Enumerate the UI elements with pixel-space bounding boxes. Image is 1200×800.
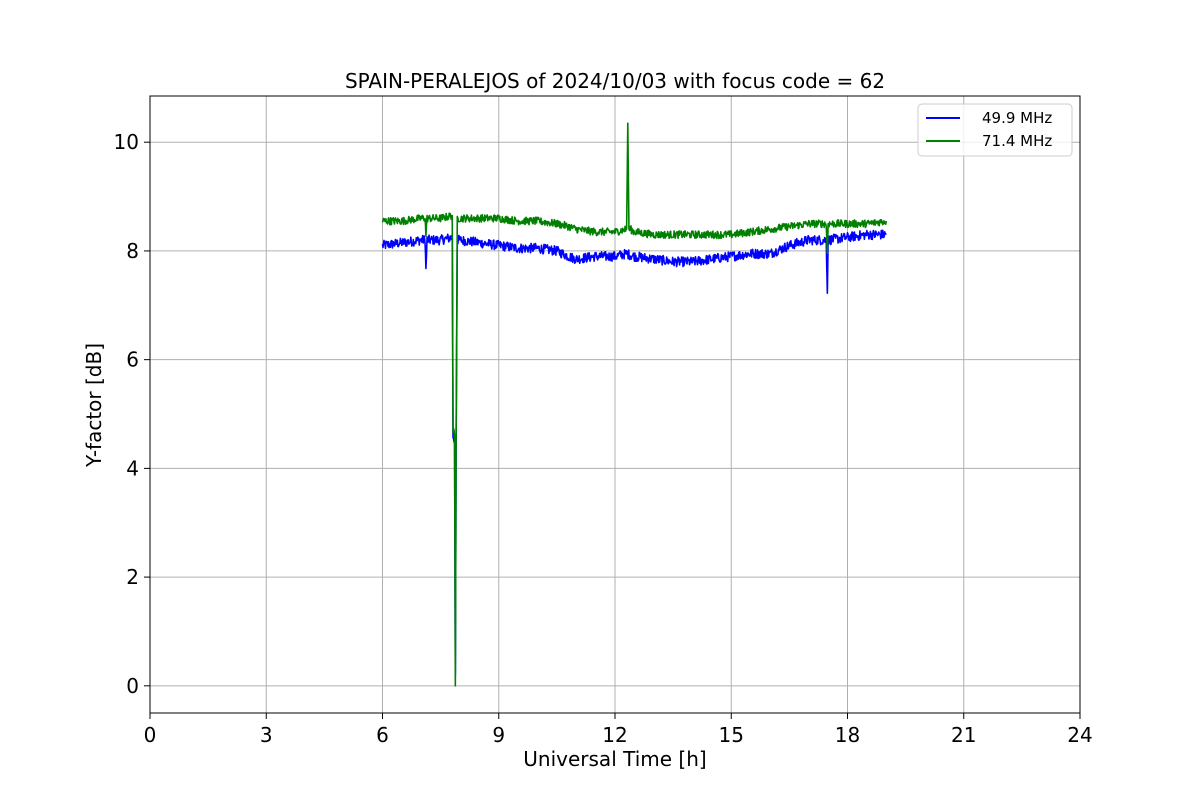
legend-label-49-9-mhz: 49.9 MHz [982,109,1052,127]
x-tick-label: 18 [835,723,860,747]
y-axis-label: Y-factor [dB] [82,343,106,468]
x-tick-label: 21 [951,723,976,747]
y-tick-label: 2 [126,565,139,589]
series-line-71-4-mhz [381,122,888,687]
y-tick-label: 6 [126,348,139,372]
x-tick-label: 6 [376,723,389,747]
x-tick-label: 24 [1067,723,1092,747]
series-lines [381,122,888,687]
legend: 49.9 MHz 71.4 MHz [917,103,1073,157]
x-tick-label: 15 [719,723,744,747]
x-tick-label: 12 [602,723,627,747]
x-tick-label: 3 [260,723,273,747]
chart-title: SPAIN-PERALEJOS of 2024/10/03 with focus… [345,69,885,93]
y-tick-label: 8 [126,239,139,263]
x-axis-label: Universal Time [h] [523,747,706,771]
y-tick-label: 10 [114,130,139,154]
series-line-49-9-mhz [381,229,887,676]
y-tick-label: 0 [126,674,139,698]
x-tick-label: 9 [492,723,505,747]
legend-label-71-4-mhz: 71.4 MHz [982,132,1052,150]
y-tick-label: 4 [126,456,139,480]
x-tick-label: 0 [144,723,157,747]
